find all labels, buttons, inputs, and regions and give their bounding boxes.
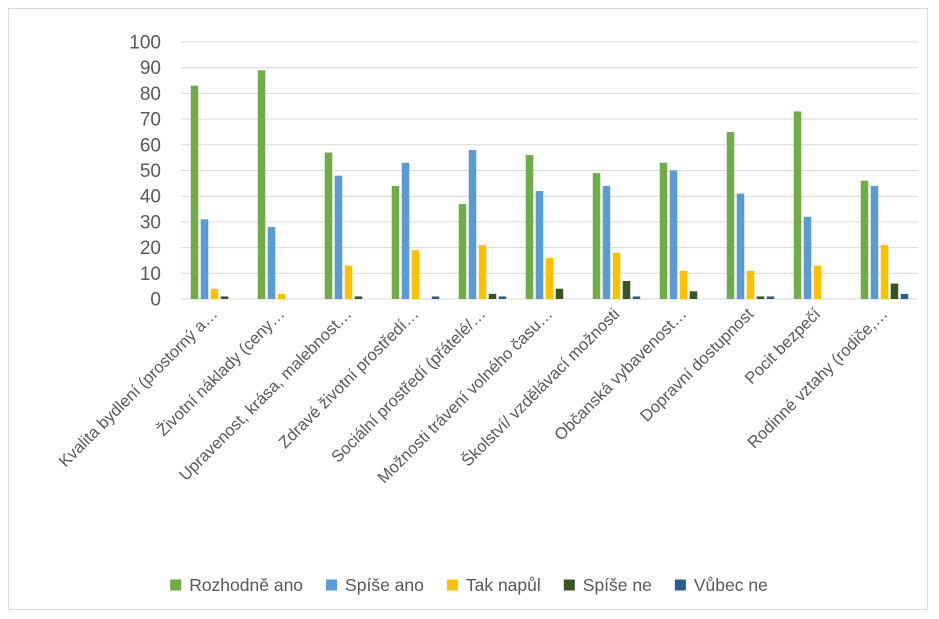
bar: [726, 131, 735, 299]
bar: [488, 293, 497, 299]
x-category-label: Občanská vybavenost…: [551, 305, 690, 444]
bar: [803, 216, 812, 299]
y-tick-label: 0: [150, 290, 161, 311]
bar: [200, 219, 209, 299]
bar: [622, 281, 631, 299]
bar: [870, 185, 879, 299]
bar: [277, 293, 286, 299]
bar: [880, 245, 889, 299]
bar: [689, 291, 698, 299]
bar: [344, 265, 353, 299]
bar: [458, 203, 467, 299]
bar: [354, 296, 363, 299]
bar: [478, 245, 487, 299]
bar: [669, 170, 678, 299]
legend-label: Spíše ne: [583, 575, 652, 595]
bar: [468, 149, 477, 299]
y-tick-label: 100: [129, 33, 161, 54]
legend-swatch: [563, 579, 575, 591]
bar: [431, 296, 440, 299]
bar: [545, 257, 554, 299]
legend-label: Rozhodně ano: [189, 575, 303, 595]
x-category-label: Dopravní dostupnost: [637, 305, 758, 426]
bar: [257, 70, 266, 300]
bar: [324, 152, 333, 299]
bar: [535, 191, 544, 299]
bar: [498, 296, 507, 299]
bar: [220, 296, 229, 299]
bar: [401, 162, 410, 299]
bar: [555, 288, 564, 299]
x-category-label: Životní náklady (ceny…: [153, 304, 288, 439]
y-tick-label: 50: [140, 161, 161, 182]
bar: [592, 173, 601, 299]
legend-label: Vůbec ne: [694, 575, 768, 595]
bar: [267, 227, 276, 299]
bar: [746, 270, 755, 299]
legend-label: Tak napůl: [466, 575, 541, 595]
bar: [766, 296, 775, 299]
legend-swatch: [674, 579, 686, 591]
bar: [612, 252, 621, 299]
bar: [632, 296, 641, 299]
bar: [391, 185, 400, 299]
legend-swatch: [326, 579, 338, 591]
legend-swatch: [170, 579, 182, 591]
y-tick-label: 70: [140, 110, 161, 131]
bar: [334, 175, 343, 299]
chart-frame: [8, 8, 928, 610]
bar: [190, 85, 199, 299]
y-tick-label: 10: [140, 264, 161, 285]
bar: [525, 155, 534, 299]
bar: [890, 283, 899, 299]
y-tick-label: 60: [140, 135, 161, 156]
bar: [679, 270, 688, 299]
bar: [602, 185, 611, 299]
bar: [736, 193, 745, 299]
y-tick-label: 80: [140, 84, 161, 105]
bar: [210, 288, 219, 299]
x-category-label: Zdravé životní prostředí…: [275, 305, 422, 452]
y-tick-label: 90: [140, 58, 161, 79]
bar: [659, 162, 668, 299]
legend-swatch: [446, 579, 458, 591]
bar: [900, 293, 909, 299]
bar: [411, 250, 420, 299]
bar: [860, 180, 869, 299]
bar: [756, 296, 765, 299]
bar: [793, 111, 802, 299]
y-tick-label: 20: [140, 238, 161, 259]
bar: [813, 265, 822, 299]
y-tick-label: 40: [140, 187, 161, 208]
legend-label: Spíše ano: [345, 575, 424, 595]
x-category-label: Rodinné vztahy (rodiče,…: [744, 305, 891, 452]
y-tick-label: 30: [140, 212, 161, 233]
